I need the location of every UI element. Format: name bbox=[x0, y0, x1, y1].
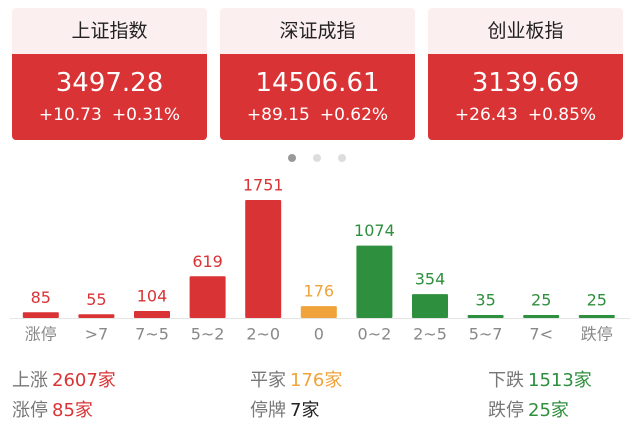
index-title: 深证成指 bbox=[220, 8, 415, 54]
page-dot[interactable] bbox=[288, 154, 296, 162]
category-label: 跌停 bbox=[581, 325, 613, 344]
index-title: 上证指数 bbox=[12, 8, 207, 54]
category-label: 0 bbox=[314, 325, 324, 344]
index-body: 14506.61 +89.15 +0.62% bbox=[220, 54, 415, 140]
summary-label: 跌停 bbox=[488, 400, 524, 421]
index-change-row: +26.43 +0.85% bbox=[428, 100, 623, 130]
index-value: 14506.61 bbox=[255, 68, 380, 98]
index-change: +10.73 bbox=[38, 105, 102, 125]
summary-item: 跌停 25家 bbox=[488, 396, 569, 422]
summary-value: 176家 bbox=[290, 370, 343, 391]
bar-value-label: 1074 bbox=[354, 221, 395, 240]
summary-value: 2607家 bbox=[52, 370, 116, 391]
summary-label: 下跌 bbox=[488, 370, 524, 391]
bar-value-label: 354 bbox=[415, 270, 446, 289]
bar bbox=[523, 315, 560, 318]
bar bbox=[78, 314, 115, 318]
category-label: 2~5 bbox=[413, 325, 447, 344]
index-value: 3497.28 bbox=[55, 68, 164, 98]
category-label: 7~5 bbox=[135, 325, 169, 344]
summary-label: 停牌 bbox=[250, 400, 286, 421]
bar bbox=[134, 310, 170, 318]
summary-item: 平家 176家 bbox=[250, 366, 342, 392]
summary-label: 上涨 bbox=[12, 370, 48, 391]
bar-value-label: 104 bbox=[137, 286, 168, 305]
category-label: 涨停 bbox=[25, 325, 57, 344]
distribution-chart: 85 涨停 55 >7 104 7~5 619 5~2 1751 2~0 176 0 1074 0~2 35… bbox=[10, 176, 630, 344]
bar bbox=[467, 315, 504, 318]
summary-label: 平家 bbox=[250, 370, 286, 391]
summary-value: 25家 bbox=[528, 400, 569, 421]
index-percent: +0.85% bbox=[527, 105, 597, 125]
category-label: 5~7 bbox=[469, 325, 503, 344]
bar-value-label: 55 bbox=[86, 290, 106, 309]
index-percent: +0.62% bbox=[319, 105, 389, 125]
index-change-row: +10.73 +0.31% bbox=[12, 100, 207, 130]
category-label: 0~2 bbox=[358, 325, 392, 344]
summary-label: 涨停 bbox=[12, 400, 48, 421]
index-card[interactable]: 上证指数 3497.28 +10.73 +0.31% bbox=[12, 8, 207, 140]
index-card[interactable]: 深证成指 14506.61 +89.15 +0.62% bbox=[220, 8, 415, 140]
category-label: 7< bbox=[529, 325, 553, 344]
bar bbox=[245, 200, 282, 318]
index-card[interactable]: 创业板指 3139.69 +26.43 +0.85% bbox=[428, 8, 623, 140]
bar bbox=[300, 306, 337, 318]
page-dot[interactable] bbox=[313, 154, 321, 162]
bar-value-label: 25 bbox=[531, 291, 551, 310]
summary-item: 下跌 1513家 bbox=[488, 366, 592, 392]
summary-item: 上涨 2607家 bbox=[12, 366, 116, 392]
summary-value: 85家 bbox=[52, 400, 93, 421]
bar bbox=[578, 315, 615, 318]
category-label: 5~2 bbox=[191, 325, 225, 344]
bar bbox=[189, 276, 226, 318]
bar-value-label: 25 bbox=[587, 291, 607, 310]
index-title: 创业板指 bbox=[428, 8, 623, 54]
bar-value-label: 176 bbox=[304, 282, 335, 301]
bar-value-label: 619 bbox=[192, 252, 223, 271]
page-dot[interactable] bbox=[338, 154, 346, 162]
summary-item: 涨停 85家 bbox=[12, 396, 93, 422]
bar bbox=[412, 294, 448, 318]
summary-value: 7家 bbox=[290, 400, 320, 421]
index-percent: +0.31% bbox=[111, 105, 181, 125]
index-value: 3139.69 bbox=[471, 68, 580, 98]
bar-value-label: 1751 bbox=[243, 176, 284, 195]
index-change-row: +89.15 +0.62% bbox=[220, 100, 415, 130]
summary-item: 停牌 7家 bbox=[250, 396, 319, 422]
summary-value: 1513家 bbox=[528, 370, 592, 391]
category-label: 2~0 bbox=[246, 325, 280, 344]
bar-value-label: 85 bbox=[31, 288, 51, 307]
bar bbox=[356, 245, 393, 318]
bar bbox=[22, 312, 59, 318]
category-label: >7 bbox=[85, 325, 109, 344]
index-change: +26.43 bbox=[454, 105, 518, 125]
index-body: 3497.28 +10.73 +0.31% bbox=[12, 54, 207, 140]
bar-value-label: 35 bbox=[475, 291, 495, 310]
index-change: +89.15 bbox=[246, 105, 310, 125]
index-body: 3139.69 +26.43 +0.85% bbox=[428, 54, 623, 140]
